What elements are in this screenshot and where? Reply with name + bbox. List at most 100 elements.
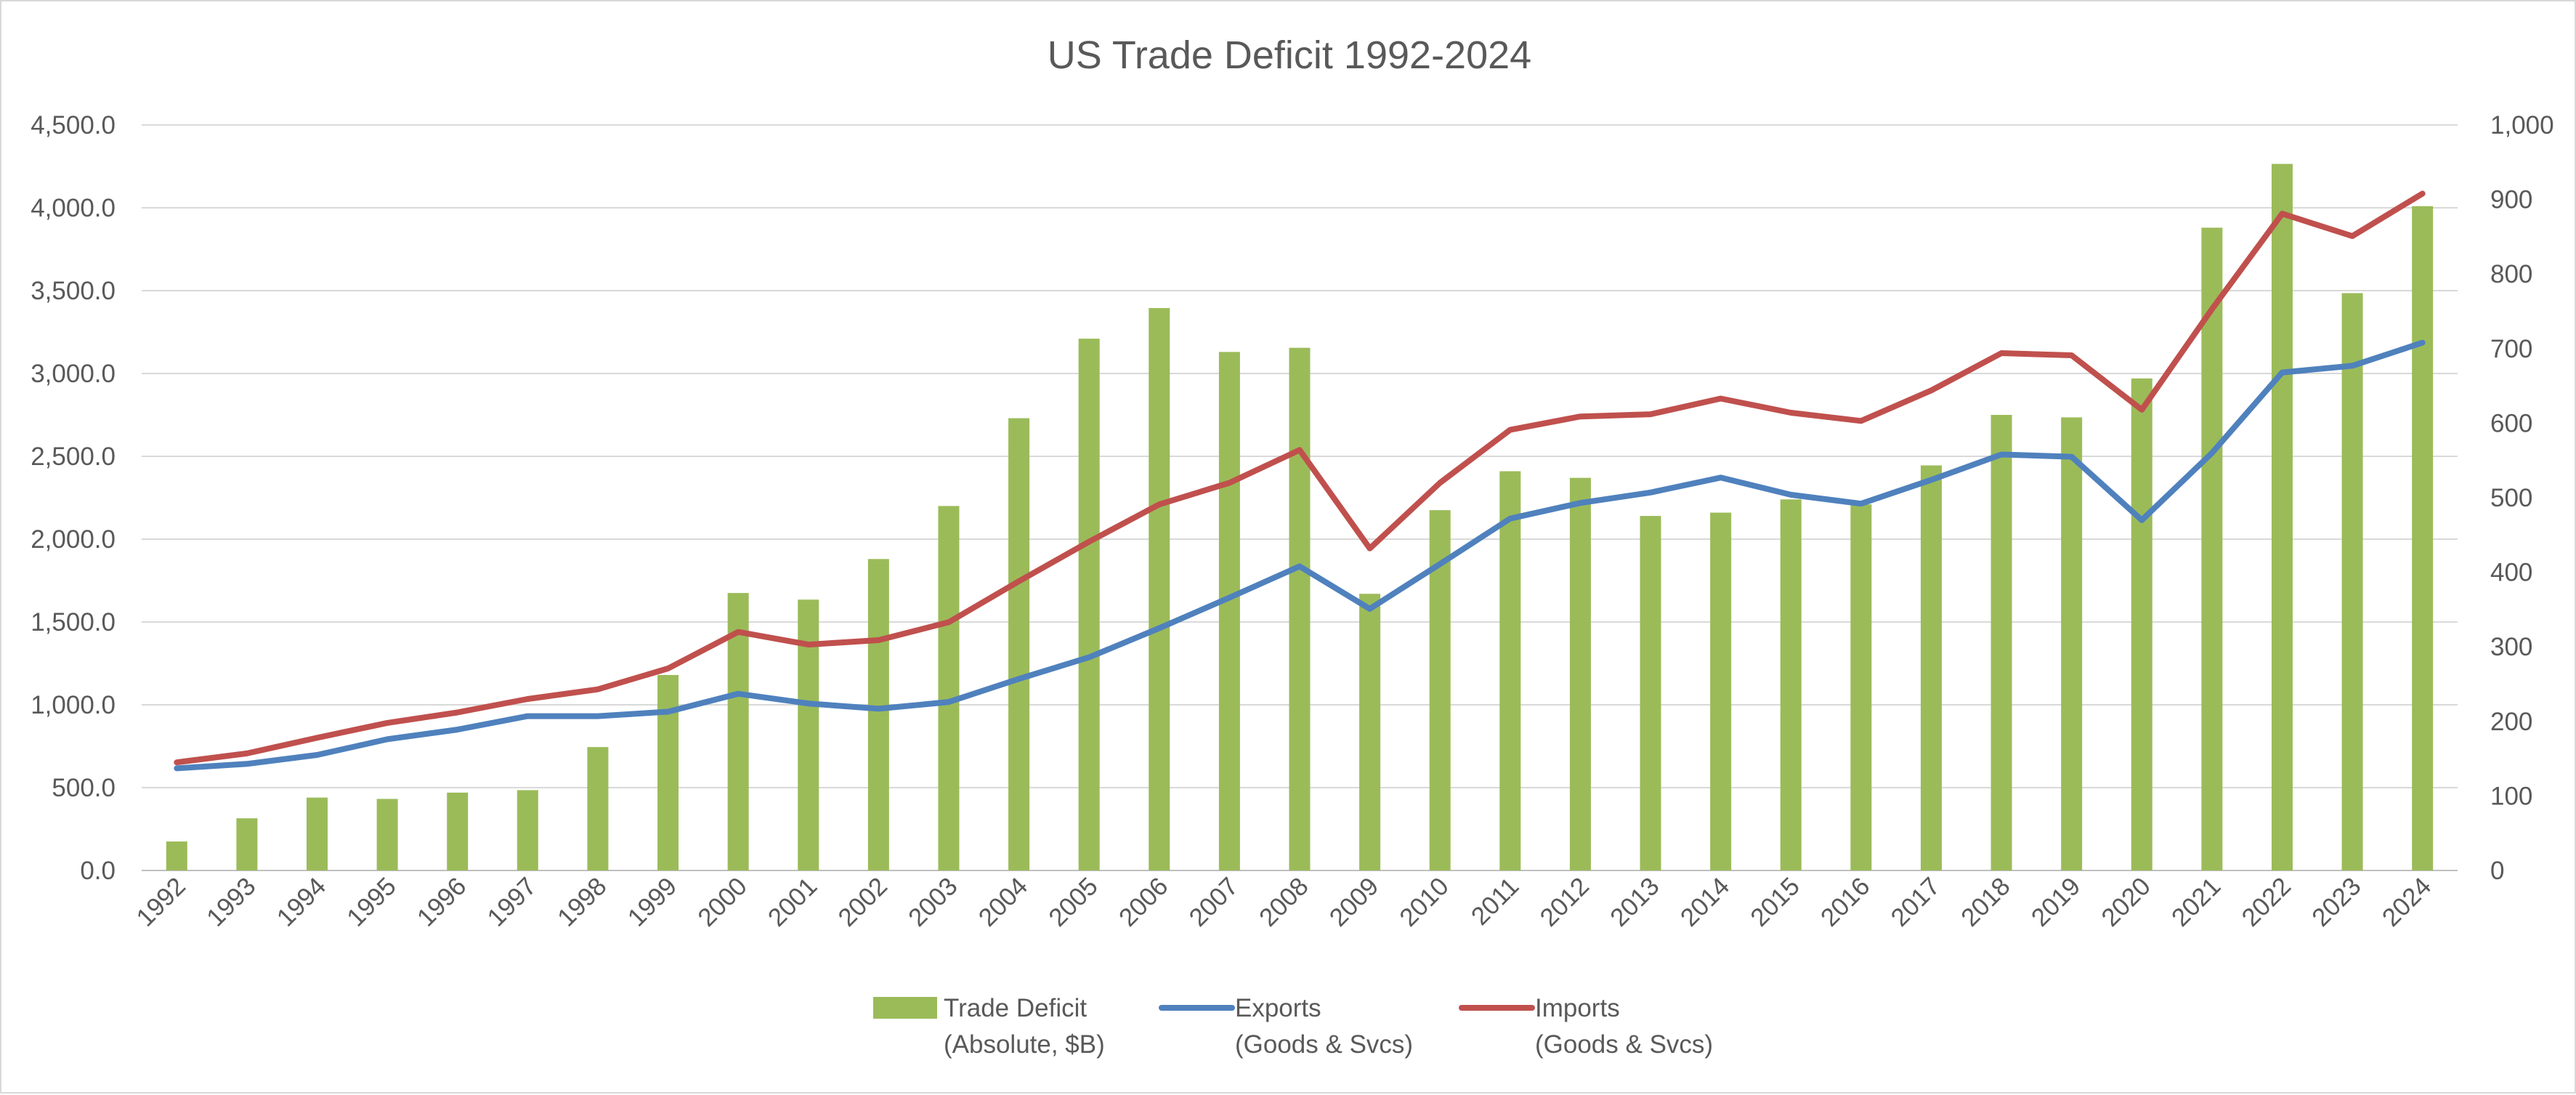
x-tick-label: 2023 (2306, 872, 2367, 932)
legend-swatch-bar (873, 997, 937, 1019)
y-right-tick-label: 400 (2490, 559, 2532, 587)
bar-trade-deficit (1850, 504, 1872, 870)
x-tick-label: 2022 (2236, 872, 2296, 932)
y-right-tick-label: 300 (2490, 633, 2532, 661)
bar-trade-deficit (236, 818, 258, 870)
x-tick-label: 1993 (201, 872, 262, 932)
y-left-tick-label: 2,500.0 (31, 443, 116, 471)
bar-trade-deficit (1569, 477, 1591, 870)
bar-trade-deficit (2201, 227, 2223, 870)
y-right-tick-label: 700 (2490, 335, 2532, 363)
x-tick-label: 2003 (903, 872, 963, 932)
x-tick-label: 1997 (482, 872, 542, 932)
x-tick-label: 2006 (1114, 872, 1174, 932)
bar-trade-deficit (798, 599, 819, 870)
y-left-tick-label: 2,000.0 (31, 525, 116, 554)
bar-trade-deficit (1710, 512, 1732, 870)
chart-title: US Trade Deficit 1992-2024 (1048, 33, 1531, 77)
bar-trade-deficit (2271, 163, 2293, 870)
y-left-tick-label: 3,500.0 (31, 277, 116, 305)
y-right-tick-label: 100 (2490, 782, 2532, 810)
y-right-tick-label: 200 (2490, 708, 2532, 736)
bar-trade-deficit (2412, 206, 2434, 871)
x-tick-label: 2014 (1675, 872, 1735, 932)
x-tick-label: 1998 (552, 872, 612, 932)
y-right-tick-label: 1,000 (2490, 111, 2554, 140)
x-tick-label: 1999 (623, 872, 683, 932)
bar-trade-deficit (1008, 418, 1030, 870)
x-tick-label: 2011 (1466, 872, 1525, 931)
x-tick-label: 2000 (692, 872, 753, 932)
x-tick-label: 2018 (1956, 872, 2016, 932)
bar-trade-deficit (307, 797, 328, 870)
bar-trade-deficit (1359, 594, 1381, 870)
bar-trade-deficit (1218, 352, 1240, 870)
x-tick-label: 1995 (341, 872, 402, 932)
x-tick-label: 2024 (2377, 872, 2437, 932)
x-tick-label: 1994 (272, 872, 332, 932)
bar-trade-deficit (1499, 471, 1521, 870)
x-tick-label: 2016 (1815, 872, 1876, 932)
y-left-tick-label: 0.0 (80, 857, 116, 885)
legend-label-subtitle: (Goods & Svcs) (1235, 1030, 1413, 1059)
x-tick-label: 1996 (412, 872, 472, 932)
x-tick-label: 2019 (2026, 872, 2086, 932)
bar-trade-deficit (587, 747, 609, 870)
x-tick-label: 2001 (763, 872, 823, 932)
bar-trade-deficit (2341, 293, 2363, 870)
bar-trade-deficit (1640, 516, 1661, 870)
left-axis: 0.0 500.0 1,000.0 1,500.0 2,000.0 2,500.0 3,00… (31, 111, 116, 885)
x-tick-label: 2021 (2166, 872, 2227, 932)
legend-label: Exports (1235, 994, 1321, 1022)
x-tick-label: 1992 (131, 872, 191, 932)
bar-trade-deficit (727, 593, 749, 870)
bar-trade-deficit (2131, 378, 2152, 870)
y-left-tick-label: 1,500.0 (31, 608, 116, 637)
x-tick-label: 2009 (1324, 872, 1385, 932)
y-left-tick-label: 4,500.0 (31, 111, 116, 140)
y-right-tick-label: 600 (2490, 409, 2532, 437)
y-right-tick-label: 800 (2490, 260, 2532, 288)
x-tick-label: 2007 (1183, 872, 1244, 932)
y-left-tick-label: 1,000.0 (31, 691, 116, 719)
bar-trade-deficit (1780, 499, 1802, 870)
y-left-tick-label: 4,000.0 (31, 194, 116, 222)
bar-trade-deficit (1990, 415, 2012, 870)
bar-series (166, 163, 2434, 871)
legend: Trade Deficit (Absolute, $B) Exports (Goods… (873, 994, 1713, 1059)
x-tick-label: 2008 (1254, 872, 1314, 932)
bar-trade-deficit (447, 792, 469, 870)
legend-label: Imports (1535, 994, 1620, 1022)
bar-trade-deficit (166, 841, 187, 870)
bar-trade-deficit (657, 674, 679, 870)
legend-label: Trade Deficit (944, 994, 1087, 1022)
y-right-tick-label: 500 (2490, 484, 2532, 512)
right-axis: 0 100 200 300 400 500 600 700 800 900 1,000 (2490, 111, 2554, 885)
x-tick-label: 2015 (1745, 872, 1805, 932)
bar-trade-deficit (867, 559, 889, 870)
y-right-tick-label: 900 (2490, 186, 2532, 214)
bar-trade-deficit (1920, 465, 1942, 870)
x-tick-label: 2010 (1394, 872, 1454, 932)
legend-label-subtitle: (Goods & Svcs) (1535, 1030, 1713, 1059)
bar-trade-deficit (2061, 417, 2083, 870)
bar-trade-deficit (1289, 347, 1311, 870)
x-tick-label: 2005 (1043, 872, 1103, 932)
x-tick-label: 2020 (2096, 872, 2156, 932)
bar-trade-deficit (1078, 339, 1100, 870)
x-tick-label: 2004 (973, 872, 1034, 932)
bar-trade-deficit (376, 799, 398, 870)
line-imports (174, 190, 2426, 766)
y-right-tick-label: 0 (2490, 857, 2504, 885)
line-series (174, 190, 2426, 772)
y-left-tick-label: 500.0 (52, 774, 116, 802)
legend-label-subtitle: (Absolute, $B) (944, 1030, 1105, 1059)
bar-trade-deficit (517, 790, 538, 870)
y-left-tick-label: 3,000.0 (31, 360, 116, 388)
bar-trade-deficit (1149, 307, 1170, 870)
x-axis: 1992 1993 1994 1995 1996 1997 1998 1999 2000 2001… (131, 872, 2437, 932)
x-tick-label: 2012 (1534, 872, 1595, 932)
x-tick-label: 2013 (1605, 872, 1665, 932)
